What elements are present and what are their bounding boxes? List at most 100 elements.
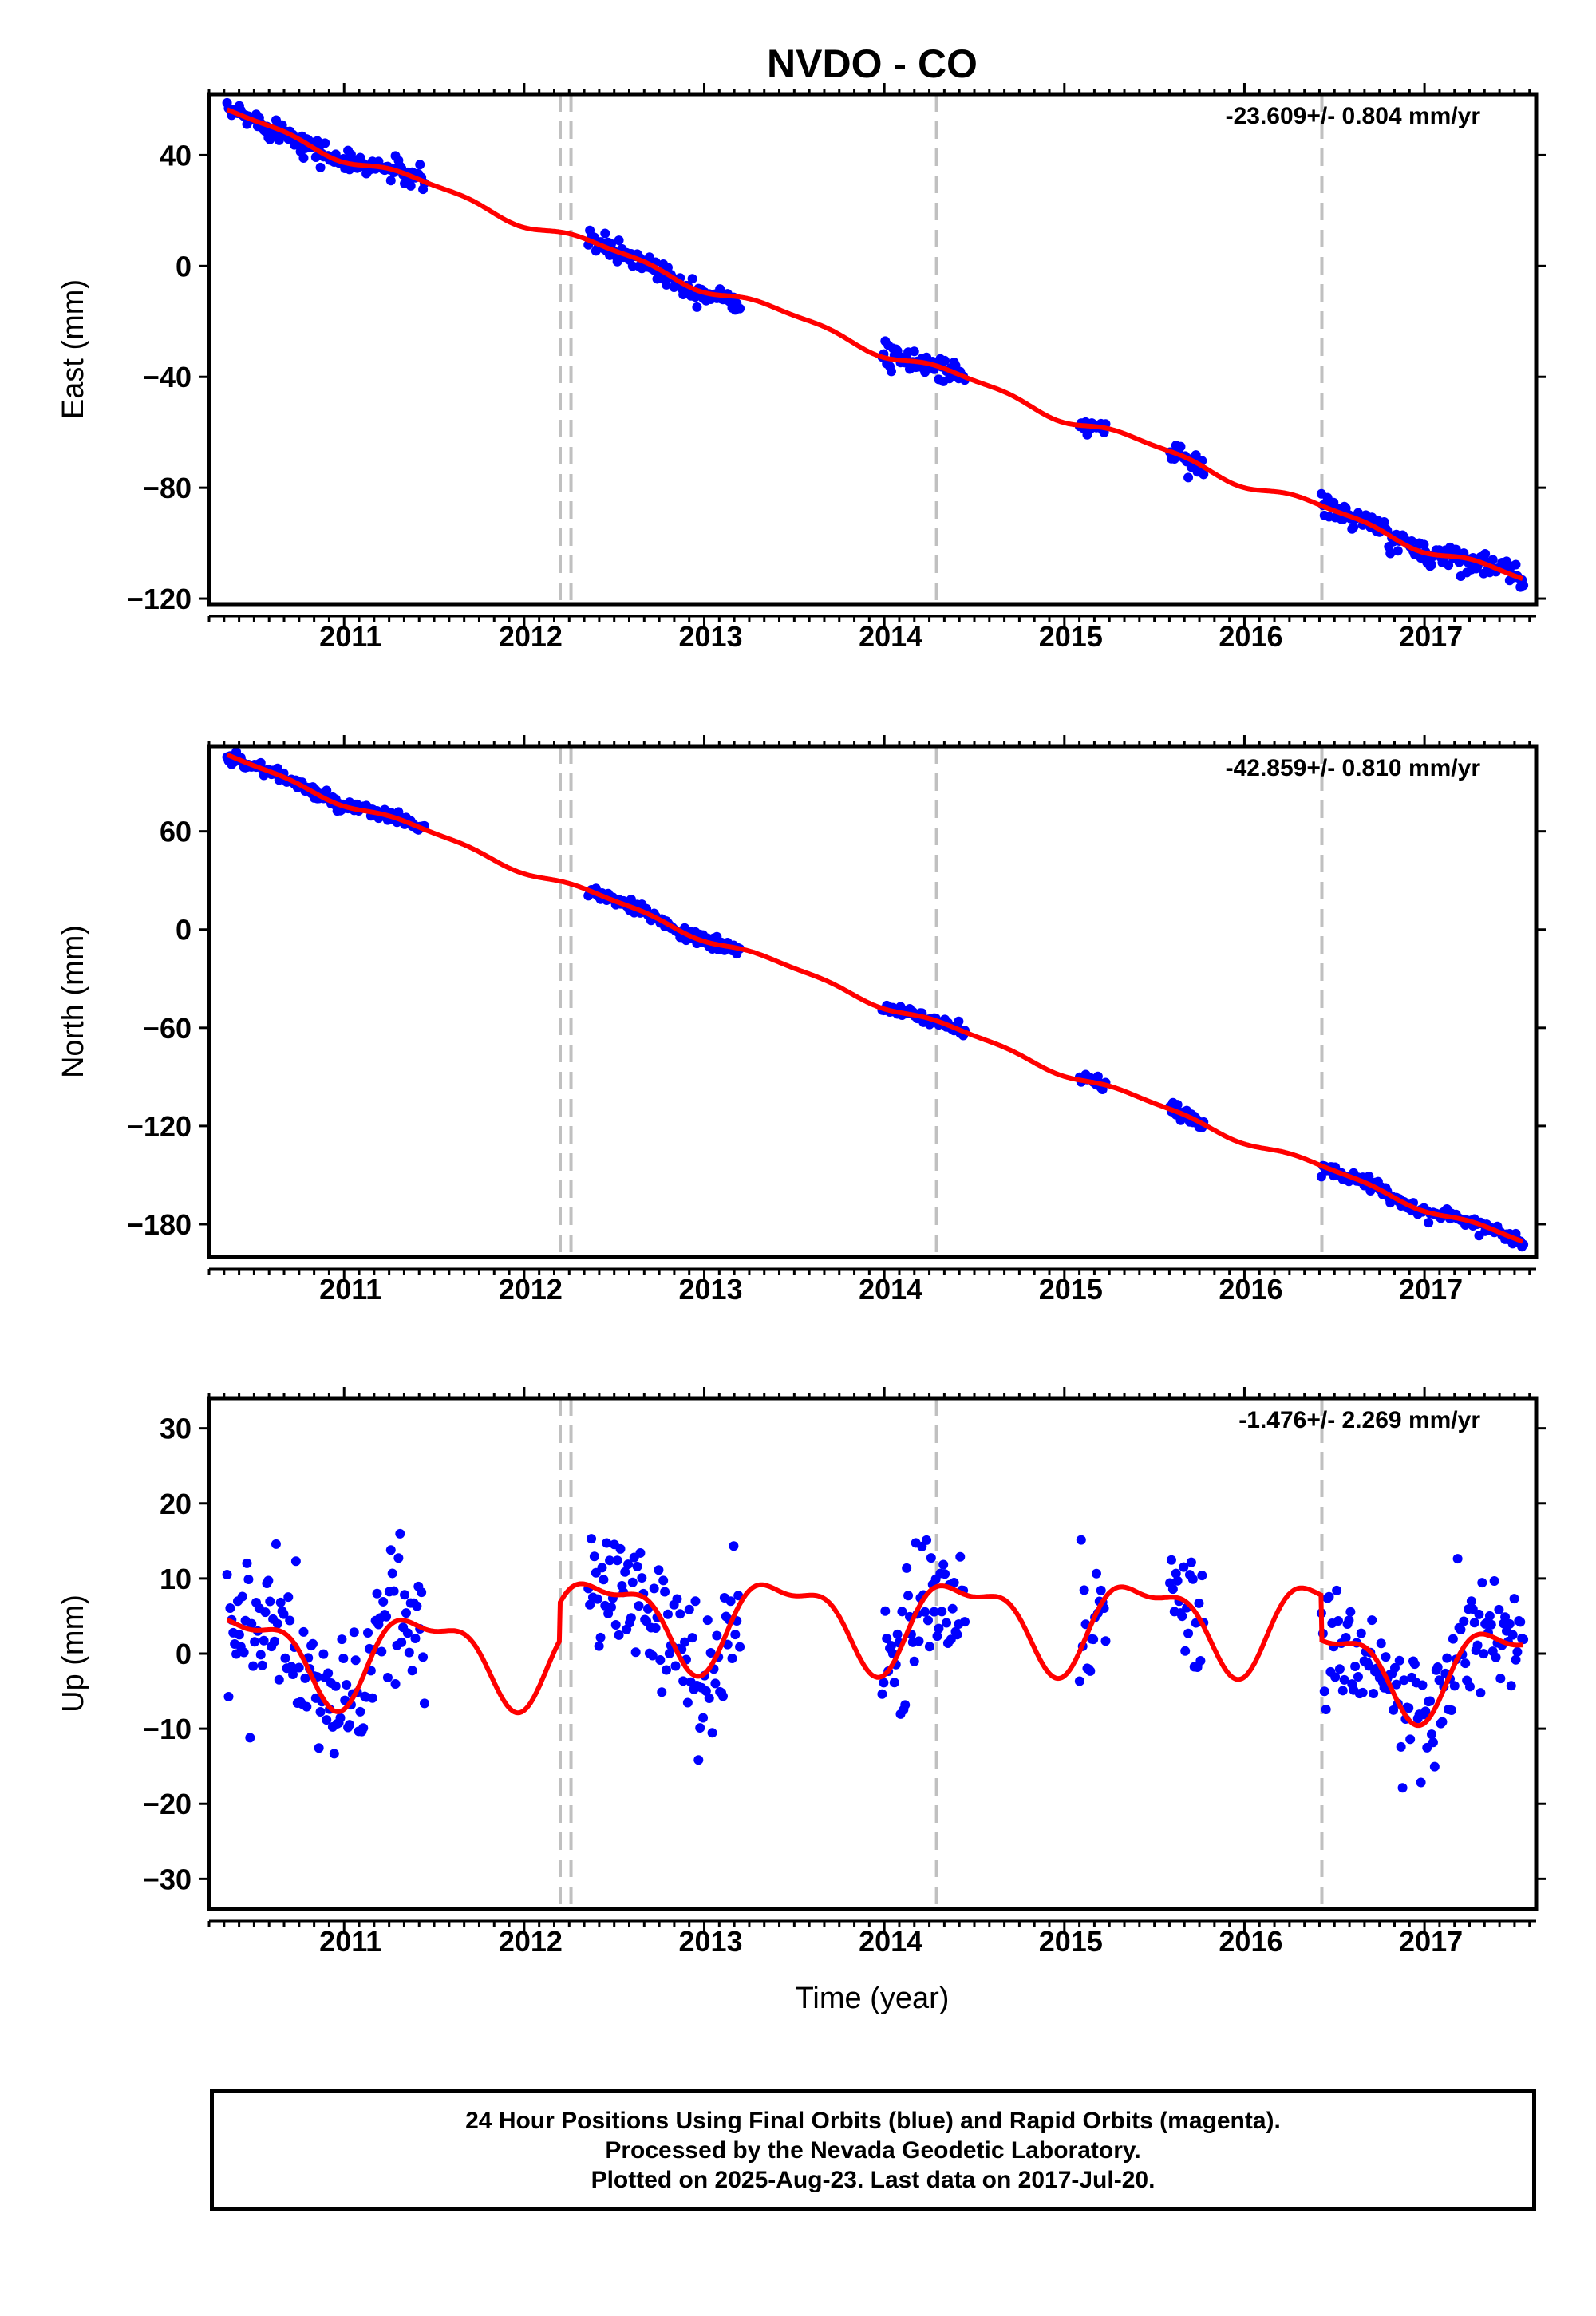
- data-point: [1332, 1585, 1342, 1595]
- data-point: [1429, 1761, 1440, 1772]
- data-point: [397, 1637, 407, 1647]
- data-point: [225, 1603, 235, 1614]
- data-point: [877, 1689, 887, 1699]
- data-point: [942, 1618, 952, 1628]
- x-tick-label-up: 2013: [678, 1925, 742, 1958]
- x-tick-label-north: 2012: [499, 1273, 563, 1306]
- data-point: [1504, 1618, 1515, 1629]
- data-point: [280, 1653, 290, 1663]
- data-point: [704, 1694, 714, 1704]
- data-point: [1437, 1717, 1448, 1727]
- data-point: [585, 1599, 595, 1610]
- data-point: [1166, 1555, 1176, 1565]
- data-point: [315, 1707, 326, 1717]
- data-point: [626, 1613, 636, 1623]
- data-point: [243, 1575, 254, 1585]
- data-point: [242, 1558, 252, 1568]
- y-tick-label-up: −10: [143, 1713, 192, 1745]
- x-tick-label-north: 2015: [1039, 1273, 1103, 1306]
- data-point: [372, 1588, 382, 1599]
- data-point: [595, 1632, 606, 1642]
- data-point: [940, 355, 950, 366]
- y-axis-label-up: Up (mm): [57, 1595, 90, 1713]
- data-point: [897, 1607, 907, 1617]
- data-point: [725, 1596, 736, 1607]
- plot-frame-east: [207, 92, 1539, 607]
- data-point: [701, 1686, 711, 1696]
- data-point: [662, 1609, 673, 1619]
- data-point: [592, 1594, 602, 1604]
- data-point: [1476, 1688, 1486, 1698]
- data-point: [687, 1633, 697, 1643]
- data-point: [1472, 1640, 1483, 1650]
- data-point: [1417, 1680, 1428, 1690]
- data-point: [1456, 1624, 1466, 1634]
- data-point: [1191, 450, 1201, 460]
- data-point: [902, 1563, 912, 1573]
- data-point: [307, 1638, 318, 1649]
- data-point: [1085, 1666, 1096, 1676]
- data-point: [1088, 1634, 1099, 1645]
- panel-up: 30 20 10 0 −10 −20 −30 Up (mm) -1.476+/- 2.269 m…: [57, 1387, 1546, 1958]
- data-point: [294, 1662, 304, 1673]
- data-point: [320, 138, 330, 148]
- data-point: [1345, 1607, 1356, 1617]
- data-point: [707, 1728, 717, 1738]
- data-point: [662, 279, 672, 290]
- data-point: [1506, 1681, 1516, 1691]
- data-point: [693, 1755, 704, 1765]
- data-point: [1404, 1703, 1414, 1713]
- data-point: [1396, 1741, 1406, 1752]
- data-point: [627, 1577, 638, 1587]
- data-point: [1167, 1584, 1178, 1595]
- data-point: [385, 176, 396, 186]
- data-point: [1100, 1636, 1111, 1646]
- data-point: [605, 1555, 615, 1566]
- data-point: [882, 1634, 892, 1644]
- data-point: [1321, 1705, 1331, 1715]
- data-points-east: [222, 97, 1529, 592]
- data-point: [662, 263, 673, 273]
- data-point: [922, 1535, 932, 1545]
- data-point: [395, 1528, 405, 1539]
- x-tick-label-east: 2015: [1039, 620, 1103, 653]
- data-point: [1330, 1672, 1341, 1682]
- data-point: [1393, 546, 1403, 556]
- data-point: [735, 303, 745, 314]
- rate-label-up: -1.476+/- 2.269 mm/yr: [1238, 1407, 1480, 1433]
- data-point: [955, 1551, 966, 1562]
- data-point: [947, 1603, 958, 1614]
- data-point: [315, 162, 326, 172]
- data-point: [938, 1559, 949, 1570]
- data-point: [615, 1543, 626, 1554]
- data-point: [1427, 1729, 1437, 1740]
- data-point: [1194, 1598, 1204, 1608]
- data-point: [1091, 1568, 1101, 1579]
- data-point: [223, 1691, 234, 1701]
- y-tick-label-up: −20: [143, 1788, 192, 1820]
- data-point: [889, 1678, 899, 1688]
- data-point: [692, 302, 702, 312]
- data-point: [322, 785, 332, 796]
- data-point: [1076, 1535, 1086, 1545]
- data-point: [237, 1591, 247, 1602]
- y-axis-label-north: North (mm): [57, 925, 90, 1078]
- data-point: [410, 1633, 421, 1643]
- data-point: [1391, 1679, 1401, 1690]
- data-point: [314, 1743, 324, 1753]
- data-point: [1341, 1633, 1351, 1643]
- data-points-up: [222, 1528, 1529, 1793]
- data-point: [1427, 559, 1437, 570]
- y-tick-label-north: 0: [176, 914, 192, 947]
- data-point: [960, 1617, 970, 1627]
- data-point: [1389, 1662, 1400, 1673]
- data-point: [1177, 1611, 1187, 1622]
- data-point: [614, 235, 624, 246]
- x-tick-label-north: 2017: [1399, 1273, 1463, 1306]
- data-point: [1409, 1659, 1420, 1670]
- data-point: [402, 1628, 413, 1638]
- data-point: [1519, 580, 1529, 591]
- data-point: [404, 1647, 414, 1658]
- data-point: [1324, 1591, 1334, 1602]
- data-point: [407, 1666, 417, 1676]
